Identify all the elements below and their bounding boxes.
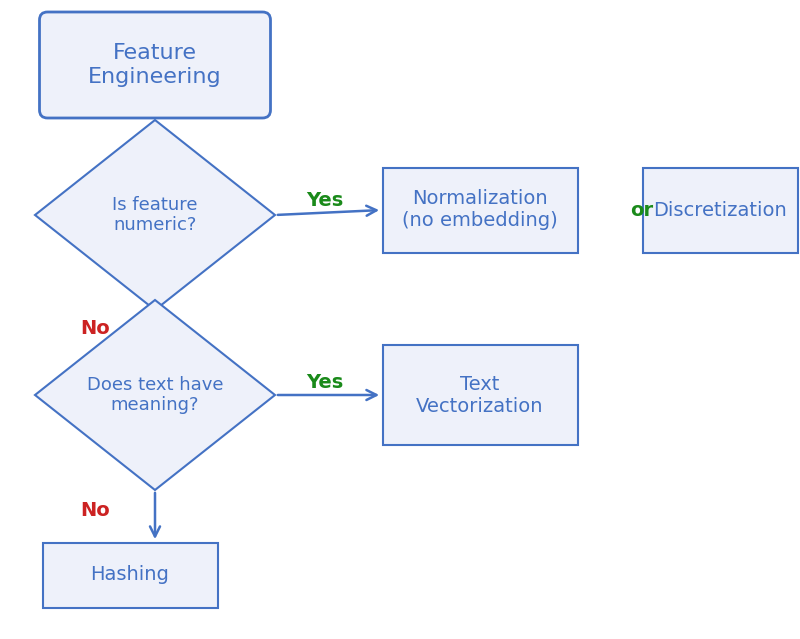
Polygon shape — [35, 120, 275, 310]
Text: Hashing: Hashing — [90, 566, 170, 585]
Polygon shape — [35, 300, 275, 490]
Text: Text
Vectorization: Text Vectorization — [416, 374, 544, 415]
Text: Does text have
meaning?: Does text have meaning? — [86, 376, 223, 415]
FancyBboxPatch shape — [39, 12, 270, 118]
Text: Normalization
(no embedding): Normalization (no embedding) — [402, 190, 558, 231]
Bar — [42, 543, 218, 608]
Text: Feature
Engineering: Feature Engineering — [88, 43, 222, 87]
Text: No: No — [80, 318, 110, 337]
Text: or: or — [630, 201, 654, 220]
Text: No: No — [80, 500, 110, 520]
Text: Yes: Yes — [306, 373, 344, 392]
Text: Discretization: Discretization — [653, 201, 787, 220]
Bar — [382, 345, 578, 445]
Bar — [382, 167, 578, 252]
Text: Yes: Yes — [306, 190, 344, 210]
Bar — [642, 167, 798, 252]
Text: Is feature
numeric?: Is feature numeric? — [112, 196, 198, 235]
